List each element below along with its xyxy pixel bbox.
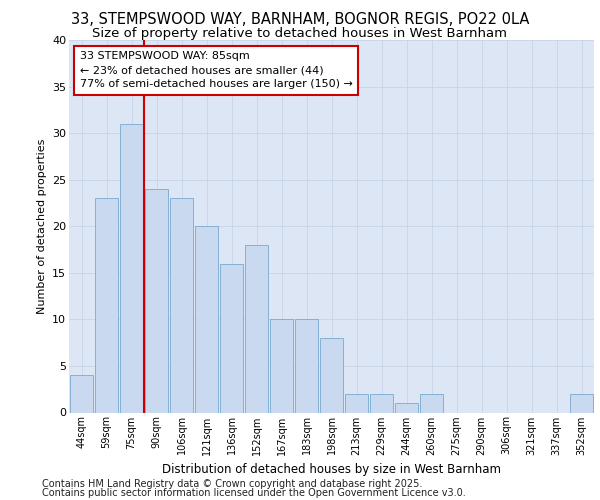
Bar [344, 394, 368, 412]
Bar [569, 394, 593, 412]
Bar [370, 394, 394, 412]
Bar [145, 189, 169, 412]
X-axis label: Distribution of detached houses by size in West Barnham: Distribution of detached houses by size … [162, 463, 501, 476]
Bar [320, 338, 343, 412]
Text: 33 STEMPSWOOD WAY: 85sqm
← 23% of detached houses are smaller (44)
77% of semi-d: 33 STEMPSWOOD WAY: 85sqm ← 23% of detach… [79, 51, 352, 89]
Bar [269, 320, 293, 412]
Text: Size of property relative to detached houses in West Barnham: Size of property relative to detached ho… [92, 28, 508, 40]
Bar [170, 198, 193, 412]
Bar [119, 124, 143, 412]
Bar [395, 403, 418, 412]
Text: Contains HM Land Registry data © Crown copyright and database right 2025.: Contains HM Land Registry data © Crown c… [42, 479, 422, 489]
Bar [95, 198, 118, 412]
Y-axis label: Number of detached properties: Number of detached properties [37, 138, 47, 314]
Text: Contains public sector information licensed under the Open Government Licence v3: Contains public sector information licen… [42, 488, 466, 498]
Bar [194, 226, 218, 412]
Bar [70, 375, 94, 412]
Bar [220, 264, 244, 412]
Bar [419, 394, 443, 412]
Bar [295, 320, 319, 412]
Text: 33, STEMPSWOOD WAY, BARNHAM, BOGNOR REGIS, PO22 0LA: 33, STEMPSWOOD WAY, BARNHAM, BOGNOR REGI… [71, 12, 529, 28]
Bar [245, 245, 268, 412]
